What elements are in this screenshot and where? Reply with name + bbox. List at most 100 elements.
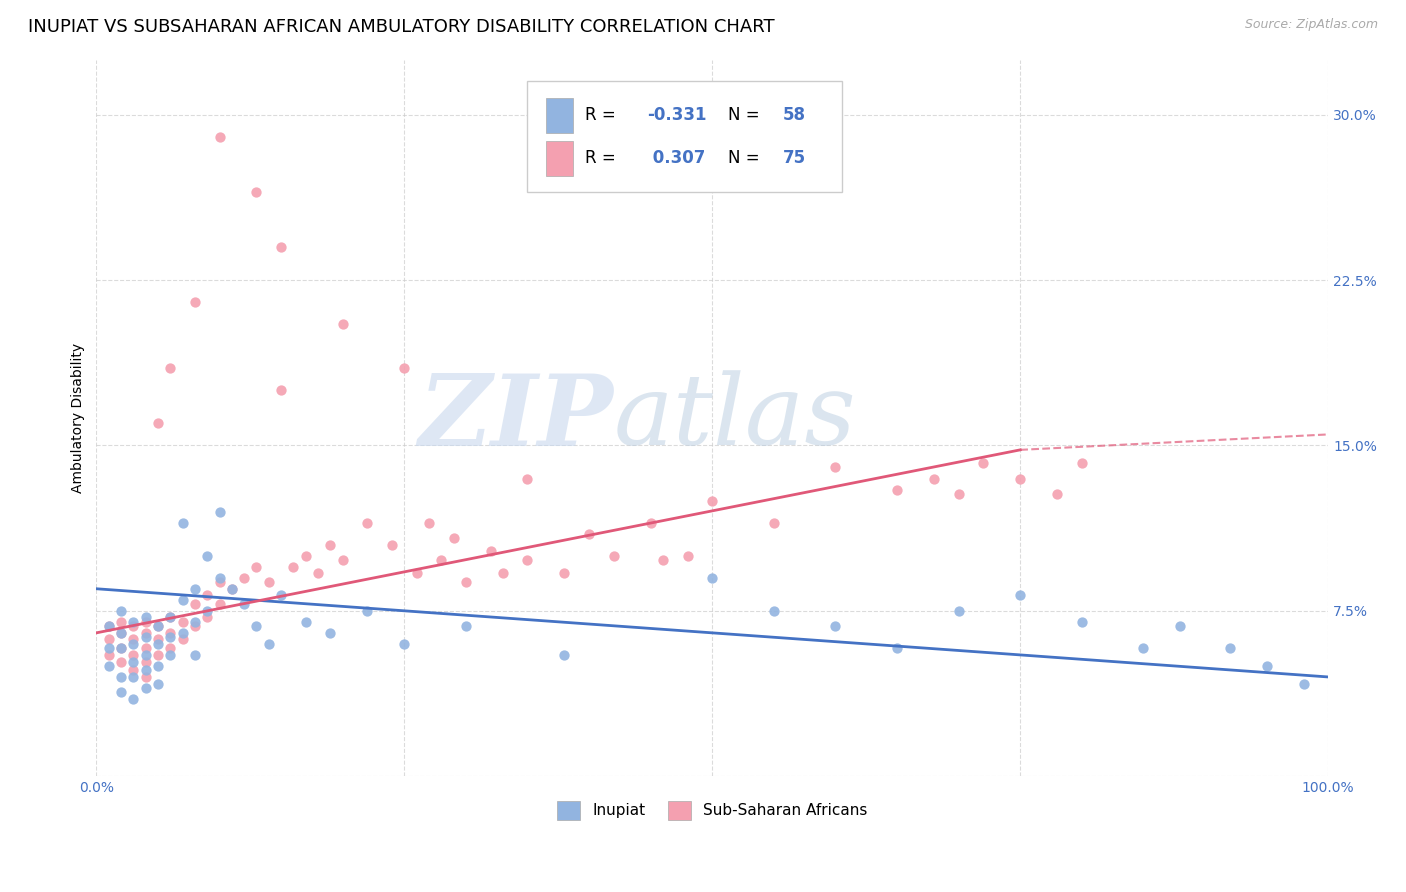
Point <box>97 632 120 647</box>
Point <box>122 632 145 647</box>
Point <box>135 641 157 656</box>
Text: ZIP: ZIP <box>419 369 614 467</box>
Point <box>1219 641 1241 656</box>
Point <box>283 559 305 574</box>
Point <box>97 619 120 633</box>
Text: Source: ZipAtlas.com: Source: ZipAtlas.com <box>1244 18 1378 31</box>
Text: 58: 58 <box>783 106 806 125</box>
Y-axis label: Ambulatory Disability: Ambulatory Disability <box>72 343 86 493</box>
Point <box>159 625 181 640</box>
Point <box>603 549 626 563</box>
Point <box>110 655 132 669</box>
Point <box>110 625 132 640</box>
Point <box>492 566 515 581</box>
Point <box>110 670 132 684</box>
Point <box>110 641 132 656</box>
Point <box>122 615 145 629</box>
Point <box>110 685 132 699</box>
Point <box>702 493 724 508</box>
Point <box>172 632 194 647</box>
Point <box>394 361 416 376</box>
Text: -0.331: -0.331 <box>647 106 706 125</box>
Point <box>135 610 157 624</box>
Point <box>208 505 231 519</box>
Point <box>443 531 465 545</box>
Text: R =: R = <box>585 106 621 125</box>
Text: N =: N = <box>728 150 765 168</box>
Point <box>824 619 846 633</box>
Point <box>257 637 280 651</box>
Point <box>270 240 292 254</box>
Point <box>195 588 218 602</box>
Point <box>208 571 231 585</box>
Point <box>418 516 440 530</box>
Point <box>454 619 477 633</box>
Legend: Inupiat, Sub-Saharan Africans: Inupiat, Sub-Saharan Africans <box>551 795 873 826</box>
Point <box>245 619 267 633</box>
Point <box>1256 659 1278 673</box>
Point <box>886 483 908 497</box>
Point <box>184 582 207 596</box>
Point <box>1070 456 1092 470</box>
Point <box>640 516 662 530</box>
Point <box>135 648 157 662</box>
Point <box>245 559 267 574</box>
Point <box>135 655 157 669</box>
Point <box>122 692 145 706</box>
Point <box>159 641 181 656</box>
Point <box>184 615 207 629</box>
Point <box>1070 615 1092 629</box>
Point <box>184 295 207 310</box>
Point <box>381 538 404 552</box>
Point <box>97 641 120 656</box>
Point <box>233 597 256 611</box>
Point <box>135 630 157 644</box>
Point <box>332 317 354 331</box>
Point <box>1010 588 1032 602</box>
Point <box>294 549 316 563</box>
Point <box>208 597 231 611</box>
Point <box>122 619 145 633</box>
Point <box>110 615 132 629</box>
Point <box>886 641 908 656</box>
Point <box>824 460 846 475</box>
Point <box>948 487 970 501</box>
Point <box>516 553 538 567</box>
Point <box>245 185 267 199</box>
Point <box>159 648 181 662</box>
Point <box>356 516 378 530</box>
Point <box>578 526 600 541</box>
Point <box>676 549 699 563</box>
Text: 0.307: 0.307 <box>647 150 706 168</box>
Point <box>948 604 970 618</box>
Point <box>553 648 575 662</box>
Text: R =: R = <box>585 150 621 168</box>
Point <box>184 619 207 633</box>
Point <box>1170 619 1192 633</box>
Point <box>195 549 218 563</box>
Text: atlas: atlas <box>614 370 856 466</box>
Point <box>135 681 157 695</box>
Point <box>97 619 120 633</box>
Point <box>394 637 416 651</box>
Point <box>553 566 575 581</box>
Point <box>122 655 145 669</box>
Point <box>208 575 231 590</box>
Point <box>159 630 181 644</box>
Point <box>146 648 169 662</box>
Point <box>135 670 157 684</box>
Point <box>652 553 675 567</box>
Point <box>1046 487 1069 501</box>
Point <box>135 625 157 640</box>
Point <box>762 604 785 618</box>
Point <box>159 610 181 624</box>
Point <box>405 566 427 581</box>
Point <box>184 648 207 662</box>
Point <box>221 582 243 596</box>
Point <box>762 516 785 530</box>
Point <box>146 676 169 690</box>
Point <box>270 384 292 398</box>
Point <box>516 471 538 485</box>
Point <box>146 659 169 673</box>
Point <box>122 664 145 678</box>
